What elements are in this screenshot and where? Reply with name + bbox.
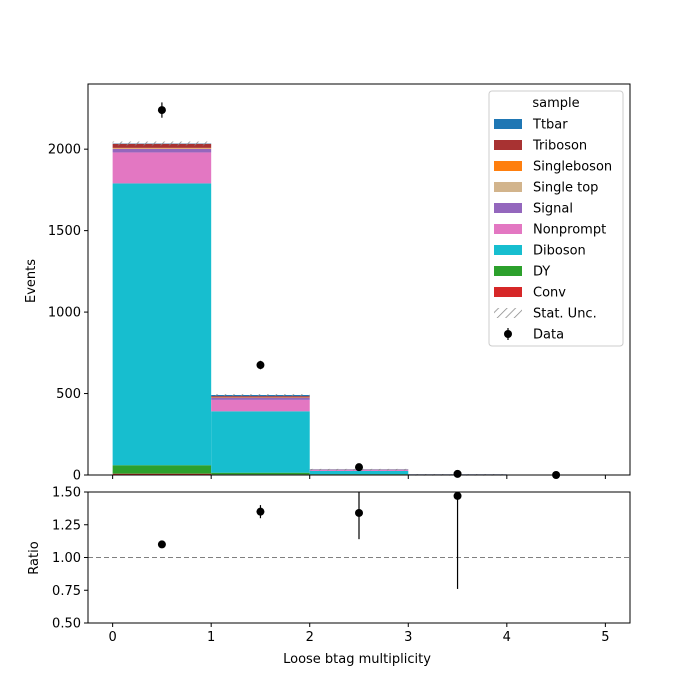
data-point-bin-2 [355,463,363,472]
legend-swatch-singleboson [494,161,522,171]
bar-signal-bin-1 [211,397,310,400]
bar-triboson-bin-1 [211,396,310,398]
legend-label-dy: DY [533,265,550,280]
x-axis-label: Loose btag multiplicity [283,652,431,667]
legend-label-ttbar: Ttbar [532,118,568,133]
legend-label-stat-unc: Stat. Unc. [533,307,597,322]
x-tick-label: 1 [207,630,215,645]
ratio-y-ticks: 0.50 0.75 1.00 1.25 1.50 [52,486,88,632]
main-x-ticks [112,475,606,479]
legend-label-signal: Signal [533,202,573,217]
bar-nonprompt-bin-1 [211,399,310,412]
bar-triboson-bin-0 [112,143,212,148]
ratio-point-bin-1 [256,507,265,516]
ratio-points [157,491,462,589]
stacked-bars [112,143,507,475]
bar-diboson-bin-2 [309,470,409,475]
main-y-tick-label: 1500 [48,224,81,239]
ratio-panel: 0.50 0.75 1.00 1.25 1.50 0 1 2 3 4 5 Ratio Loose … [27,486,631,667]
x-tick-label: 0 [108,630,116,645]
main-y-tick-label: 500 [56,387,81,402]
ratio-y-tick-label: 1.50 [52,486,81,501]
main-y-tick-label: 0 [73,469,81,484]
main-y-tick-label: 1000 [48,306,81,321]
main-panel: 0 500 1000 1500 2000 Events sample Ttbar Trib… [24,83,631,484]
legend-label-conv: Conv [533,286,566,301]
bar-signal-bin-0 [112,148,212,153]
legend-swatch-ttbar [494,119,522,129]
legend-swatch-nonprompt [494,224,522,234]
ratio-y-tick-label: 0.50 [52,617,81,632]
legend-label-triboson: Triboson [532,139,587,154]
legend-swatch-single-top [494,182,522,192]
legend-swatch-dy [494,266,522,276]
legend-label-singleboson: Singleboson [533,160,612,175]
legend-marker-data [504,330,512,338]
data-point-bin-1 [256,361,265,370]
bar-dy-bin-0 [112,465,212,474]
ratio-y-tick-label: 1.00 [52,551,81,566]
bar-diboson-bin-0 [112,183,212,466]
legend-label-diboson: Diboson [533,244,586,259]
legend-title: sample [532,96,579,111]
bar-conv-bin-0 [112,473,212,475]
data-point-bin-3 [453,469,462,478]
legend-swatch-diboson [494,245,522,255]
legend-swatch-stat-unc [494,308,522,318]
legend-swatch-conv [494,287,522,297]
bar-diboson-bin-1 [211,411,310,473]
ratio-point-bin-2 [355,508,363,517]
data-point-bin-0 [157,106,166,115]
x-tick-label: 2 [306,630,314,645]
legend-label-data: Data [533,328,564,343]
stat-unc-band-bin-1 [211,394,310,396]
ratio-x-ticks: 0 1 2 3 4 5 [108,623,610,645]
bar-nonprompt-bin-0 [112,152,212,184]
legend-swatch-signal [494,203,522,213]
main-y-ticks: 0 500 1000 1500 2000 [48,143,88,484]
legend-items: Ttbar Triboson Singleboson Single top Signal… [494,118,612,343]
main-plot-border [87,83,631,476]
x-tick-label: 4 [503,630,511,645]
stat-unc-band-bin-0 [112,141,212,146]
x-tick-label: 3 [404,630,412,645]
main-y-tick-label: 2000 [48,143,81,158]
legend-swatch-triboson [494,140,522,150]
ratio-point-bin-3 [453,491,462,500]
ratio-y-axis-label: Ratio [27,541,42,574]
ratio-y-tick-label: 0.75 [52,584,81,599]
ratio-point-bin-0 [157,540,166,549]
legend: sample Ttbar Triboson Singleboson Single to… [488,90,624,347]
x-tick-label: 5 [601,630,609,645]
legend-frame [488,90,624,347]
main-y-axis-label: Events [24,259,39,303]
ratio-y-tick-label: 1.25 [52,518,81,533]
bar-dy-bin-1 [211,472,310,475]
legend-label-nonprompt: Nonprompt [533,223,606,238]
data-points [157,102,561,479]
legend-label-single-top: Single top [533,181,598,196]
